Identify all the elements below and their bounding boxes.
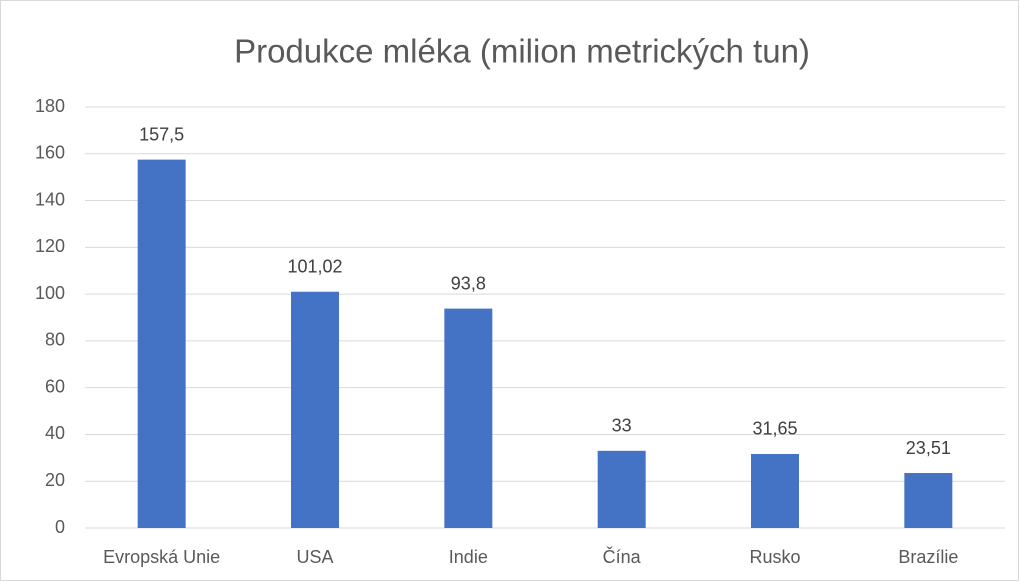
bar — [904, 473, 953, 528]
data-label: 23,51 — [906, 438, 951, 458]
data-label: 31,65 — [752, 419, 797, 439]
y-tick-label: 120 — [35, 236, 65, 256]
data-label: 101,02 — [287, 256, 342, 276]
x-tick-label: Čína — [603, 546, 642, 567]
x-tick-label: USA — [296, 547, 333, 567]
y-tick-label: 140 — [35, 189, 65, 209]
y-tick-label: 40 — [45, 423, 65, 443]
y-tick-label: 60 — [45, 376, 65, 396]
x-tick-label: Indie — [449, 547, 488, 567]
data-label: 33 — [612, 416, 632, 436]
x-tick-label: Brazílie — [898, 547, 958, 567]
bar — [291, 291, 339, 528]
chart-title: Produkce mléka (milion metrických tun) — [234, 33, 810, 70]
bar — [444, 308, 493, 528]
y-tick-label: 0 — [55, 517, 65, 537]
y-tick-label: 180 — [35, 96, 65, 116]
bar — [597, 450, 646, 528]
bar — [751, 453, 799, 528]
y-tick-label: 100 — [35, 283, 65, 303]
data-label: 93,8 — [451, 273, 486, 293]
bar — [137, 159, 186, 528]
y-tick-label: 80 — [45, 330, 65, 350]
y-tick-label: 20 — [45, 470, 65, 490]
data-label: 157,5 — [139, 124, 184, 144]
x-tick-label: Rusko — [749, 547, 800, 567]
y-tick-label: 160 — [35, 143, 65, 163]
x-tick-label: Evropská Unie — [103, 547, 220, 567]
